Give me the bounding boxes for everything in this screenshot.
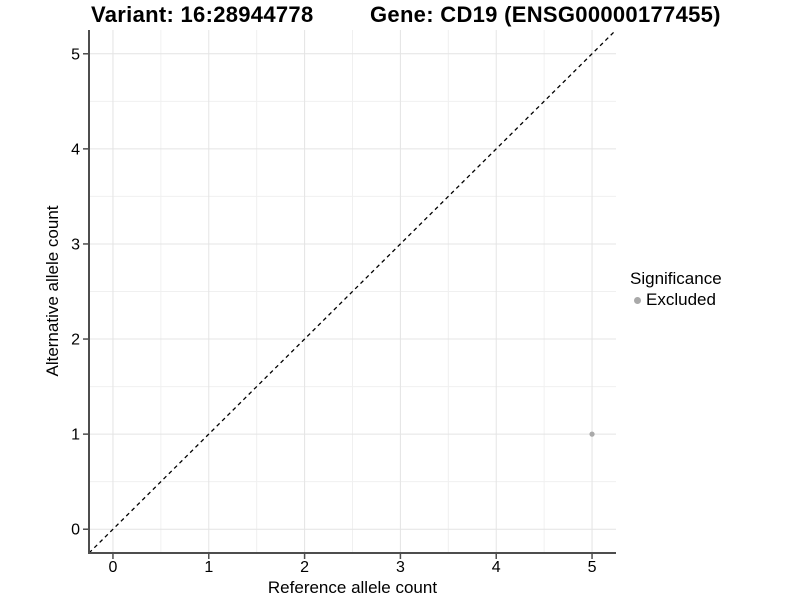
legend-item-label: Excluded <box>646 290 716 309</box>
y-tick-label: 3 <box>71 236 80 253</box>
x-tick-label: 2 <box>300 559 309 576</box>
y-tick-label: 4 <box>71 141 80 158</box>
x-tick-label: 3 <box>396 559 405 576</box>
x-tick-label: 1 <box>204 559 213 576</box>
identity-dashed-line <box>88 29 617 554</box>
x-tick-label: 4 <box>492 559 501 576</box>
data-point-excluded <box>589 431 595 437</box>
legend-item-excluded: Excluded <box>634 291 722 309</box>
legend-point-icon <box>634 296 641 304</box>
x-tick-label: 5 <box>588 559 597 576</box>
x-tick-label: 0 <box>109 559 118 576</box>
x-axis-title: Reference allele count <box>267 578 438 597</box>
plot-title-variant: Variant: 16:28944778 <box>91 2 314 27</box>
y-tick-label: 2 <box>71 332 80 349</box>
plot-title-gene: Gene: CD19 (ENSG00000177455) <box>370 2 721 27</box>
y-axis-title: Alternative allele count <box>43 205 62 377</box>
legend: Significance Excluded <box>630 269 722 309</box>
y-tick-label: 0 <box>71 522 80 539</box>
legend-title: Significance <box>630 269 722 288</box>
y-tick-label: 5 <box>71 46 80 63</box>
y-tick-label: 1 <box>71 427 80 444</box>
